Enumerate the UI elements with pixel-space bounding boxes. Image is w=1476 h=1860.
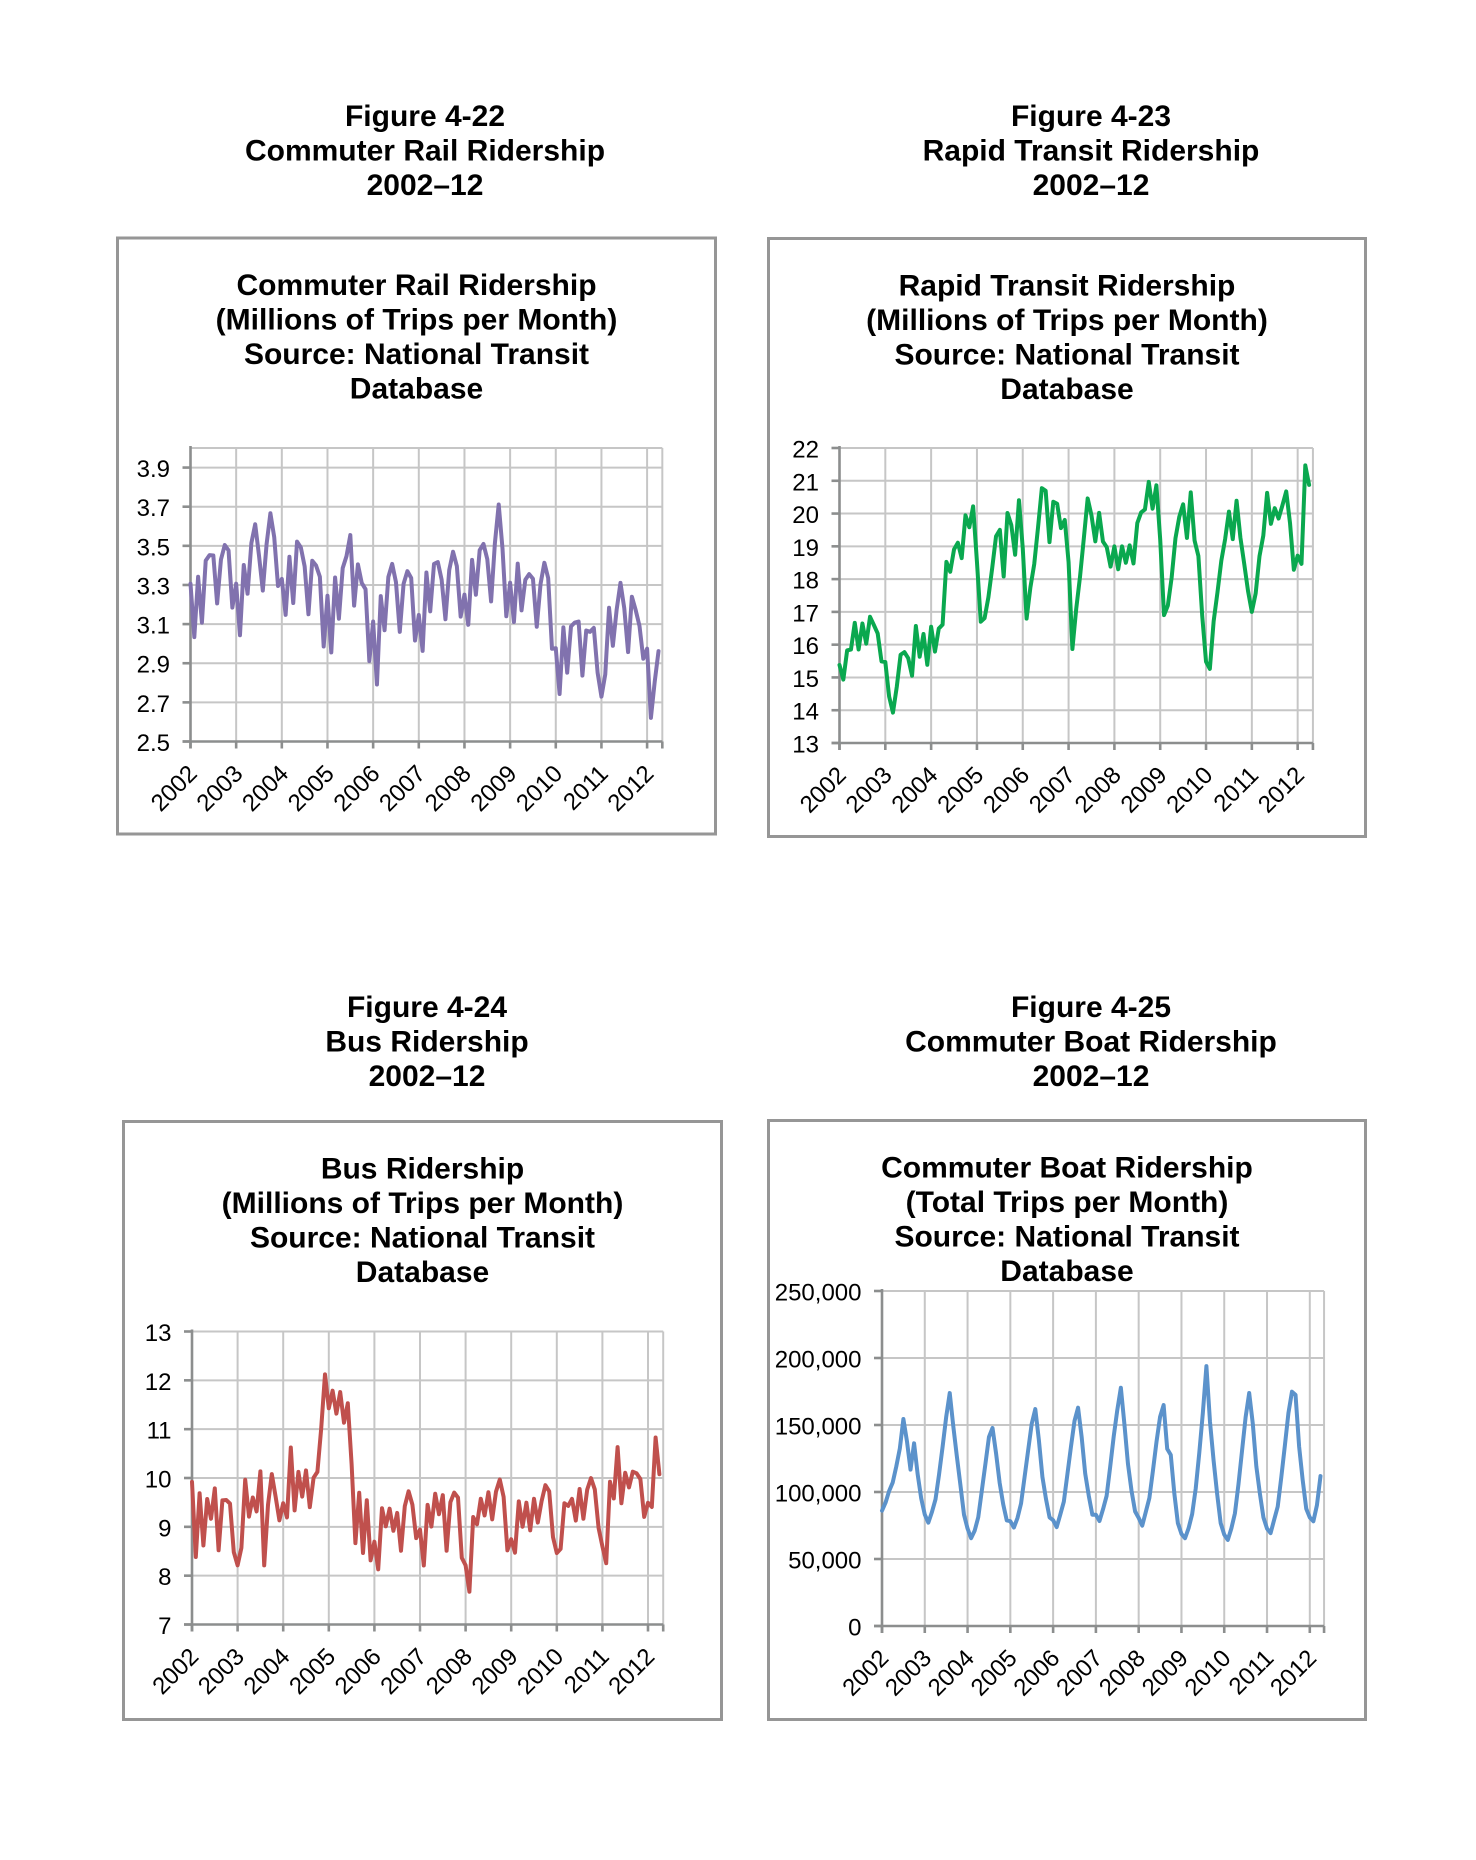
svg-text:3.1: 3.1 xyxy=(137,613,170,640)
svg-text:Commuter Rail Ridership: Commuter Rail Ridership xyxy=(245,135,605,168)
svg-text:20: 20 xyxy=(792,502,819,529)
svg-text:14: 14 xyxy=(792,699,819,726)
svg-text:Source: National Transit: Source: National Transit xyxy=(894,339,1239,372)
svg-text:Commuter Boat Ridership: Commuter Boat Ridership xyxy=(881,1152,1253,1185)
svg-text:21: 21 xyxy=(792,469,819,496)
svg-text:150,000: 150,000 xyxy=(775,1414,862,1441)
svg-text:3.3: 3.3 xyxy=(137,573,170,600)
svg-text:Source: National Transit: Source: National Transit xyxy=(244,338,589,371)
svg-text:Database: Database xyxy=(356,1256,489,1289)
svg-text:11: 11 xyxy=(147,1418,172,1445)
svg-text:13: 13 xyxy=(145,1320,172,1347)
svg-text:2.9: 2.9 xyxy=(137,652,170,679)
svg-text:3.9: 3.9 xyxy=(137,456,170,483)
svg-text:50,000: 50,000 xyxy=(788,1548,861,1575)
svg-text:(Millions of Trips per Month): (Millions of Trips per Month) xyxy=(216,304,618,337)
svg-text:Commuter Rail Ridership: Commuter Rail Ridership xyxy=(236,269,596,302)
svg-text:9: 9 xyxy=(158,1515,171,1542)
svg-text:Figure 4-22: Figure 4-22 xyxy=(345,100,505,133)
svg-text:7: 7 xyxy=(158,1613,171,1640)
svg-text:100,000: 100,000 xyxy=(775,1481,862,1508)
svg-text:Bus Ridership: Bus Ridership xyxy=(325,1026,528,1059)
svg-text:Figure 4-25: Figure 4-25 xyxy=(1011,991,1171,1024)
svg-text:Rapid Transit Ridership: Rapid Transit Ridership xyxy=(899,270,1236,303)
svg-text:Bus Ridership: Bus Ridership xyxy=(321,1153,524,1186)
svg-text:(Total Trips per Month): (Total Trips per Month) xyxy=(906,1186,1229,1219)
svg-text:Source: National Transit: Source: National Transit xyxy=(894,1221,1239,1254)
svg-text:Database: Database xyxy=(350,373,483,406)
svg-text:18: 18 xyxy=(792,568,819,595)
svg-text:Figure 4-23: Figure 4-23 xyxy=(1011,100,1171,133)
svg-text:15: 15 xyxy=(792,666,819,693)
svg-text:2002–12: 2002–12 xyxy=(369,1060,486,1093)
svg-text:2002–12: 2002–12 xyxy=(1033,1060,1150,1093)
svg-text:22: 22 xyxy=(792,437,819,464)
svg-text:10: 10 xyxy=(145,1467,172,1494)
svg-text:3.5: 3.5 xyxy=(137,534,170,561)
svg-text:2002–12: 2002–12 xyxy=(1033,169,1150,202)
svg-text:(Millions of Trips per Month): (Millions of Trips per Month) xyxy=(866,304,1268,337)
svg-text:2.7: 2.7 xyxy=(137,691,170,718)
svg-text:Database: Database xyxy=(1000,1255,1133,1288)
svg-text:Commuter Boat Ridership: Commuter Boat Ridership xyxy=(905,1026,1277,1059)
svg-text:0: 0 xyxy=(848,1615,861,1642)
svg-text:3.7: 3.7 xyxy=(137,495,170,522)
svg-text:200,000: 200,000 xyxy=(775,1347,862,1374)
svg-text:2.5: 2.5 xyxy=(137,730,170,757)
svg-text:(Millions of Trips per Month): (Millions of Trips per Month) xyxy=(222,1187,624,1220)
svg-text:17: 17 xyxy=(792,600,819,627)
svg-text:8: 8 xyxy=(158,1564,171,1591)
svg-text:Rapid Transit Ridership: Rapid Transit Ridership xyxy=(923,135,1260,168)
svg-text:Source: National Transit: Source: National Transit xyxy=(250,1222,595,1255)
svg-text:Figure 4-24: Figure 4-24 xyxy=(347,991,507,1024)
svg-text:250,000: 250,000 xyxy=(775,1280,862,1307)
svg-text:19: 19 xyxy=(792,535,819,562)
svg-text:13: 13 xyxy=(792,732,819,759)
svg-text:2002–12: 2002–12 xyxy=(367,169,484,202)
svg-text:12: 12 xyxy=(145,1369,172,1396)
svg-text:Database: Database xyxy=(1000,373,1133,406)
svg-text:16: 16 xyxy=(792,633,819,660)
